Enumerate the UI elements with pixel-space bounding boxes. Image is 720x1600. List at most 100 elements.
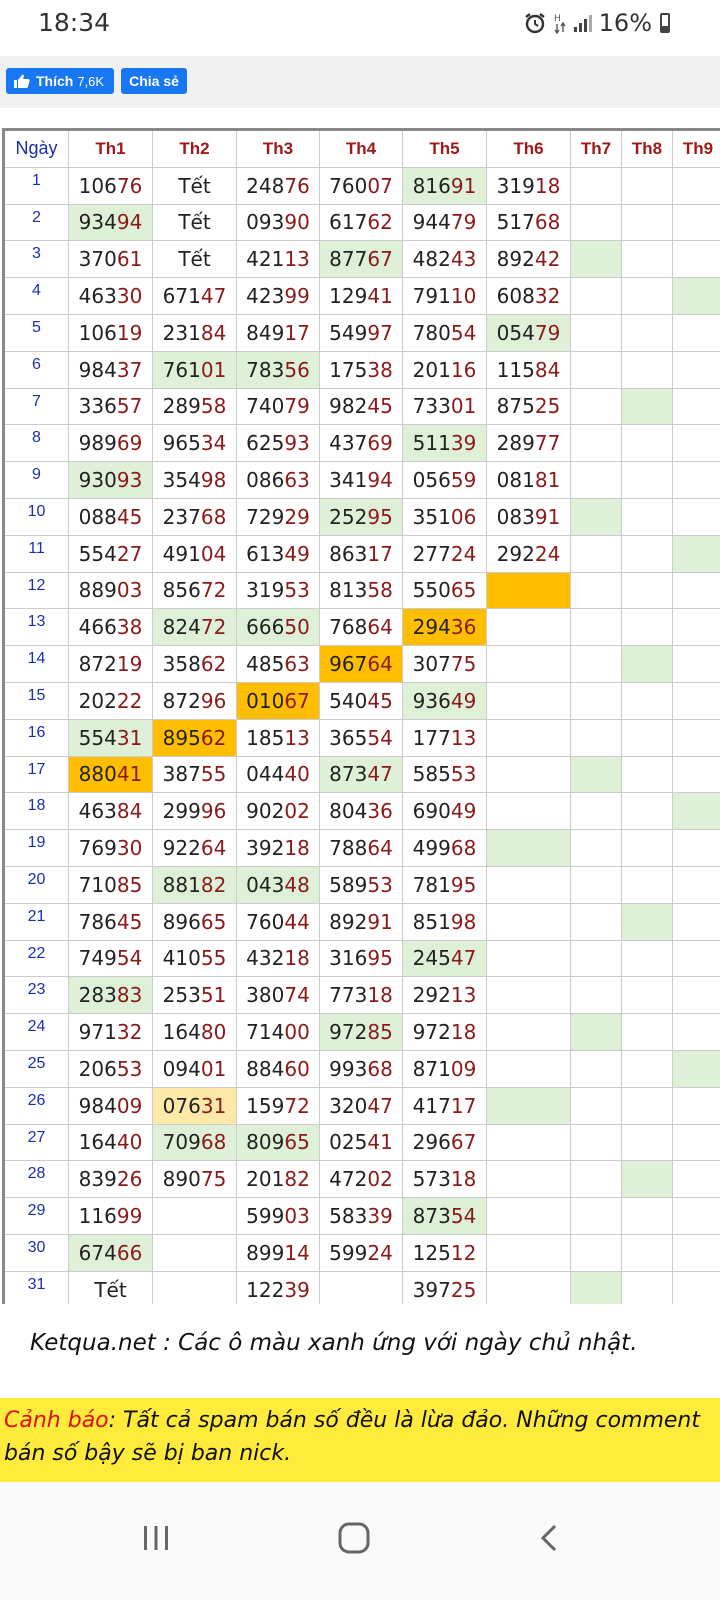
back-button[interactable] bbox=[520, 1508, 580, 1568]
day-label[interactable]: 19 bbox=[5, 830, 69, 867]
result-tail-digits: 91 bbox=[367, 909, 393, 934]
day-label[interactable]: 5 bbox=[5, 314, 69, 352]
result-cell bbox=[673, 168, 720, 205]
result-tail-digits: 24 bbox=[367, 1240, 393, 1265]
result-head-digits: 880 bbox=[78, 762, 117, 787]
facebook-like-button[interactable]: Thích 7,6K bbox=[6, 68, 114, 94]
result-tail-digits: 85 bbox=[116, 872, 143, 897]
result-cell bbox=[622, 314, 673, 352]
result-head-digits: 316 bbox=[329, 946, 368, 971]
day-label[interactable]: 20 bbox=[5, 866, 69, 904]
day-label[interactable]: 6 bbox=[5, 351, 69, 389]
result-tail-digits: 47 bbox=[200, 284, 227, 309]
result-cell bbox=[487, 1050, 571, 1088]
day-label[interactable]: 25 bbox=[5, 1050, 69, 1088]
day-label[interactable]: 21 bbox=[5, 903, 69, 941]
result-tail-digits: 93 bbox=[116, 468, 143, 493]
result-head-digits: 780 bbox=[412, 320, 451, 345]
day-label[interactable]: 27 bbox=[5, 1124, 69, 1162]
result-cell: 316 95 bbox=[320, 940, 403, 978]
day-label[interactable]: 13 bbox=[5, 609, 69, 647]
result-head-digits: 892 bbox=[496, 247, 535, 272]
result-cell bbox=[571, 1050, 622, 1088]
day-label[interactable]: 24 bbox=[5, 1014, 69, 1051]
result-head-digits: 690 bbox=[412, 799, 451, 824]
result-cell bbox=[673, 499, 720, 536]
recents-button[interactable] bbox=[126, 1508, 186, 1568]
result-head-digits: 599 bbox=[329, 1240, 368, 1265]
day-label[interactable]: 31 bbox=[5, 1271, 69, 1304]
result-tail-digits: 68 bbox=[534, 210, 561, 235]
result-head-digits: 201 bbox=[412, 357, 451, 382]
results-table: Ngày Th1 Th2 Th3 Th4 Th5 Th6 Th7 Th8 Th9 1 106 76 Tết… bbox=[2, 128, 720, 1304]
facebook-share-button[interactable]: Chia sẻ bbox=[121, 68, 187, 94]
result-cell bbox=[571, 388, 622, 426]
day-label[interactable]: 26 bbox=[5, 1087, 69, 1125]
result-head-digits: 944 bbox=[412, 210, 451, 235]
result-cell bbox=[487, 1161, 571, 1199]
day-label[interactable]: 17 bbox=[5, 756, 69, 794]
result-head-digits: 392 bbox=[246, 836, 285, 861]
result-head-digits: 971 bbox=[78, 1020, 117, 1045]
result-cell bbox=[622, 425, 673, 463]
result-head-digits: 380 bbox=[246, 983, 285, 1008]
result-cell: 895 62 bbox=[153, 719, 237, 757]
result-cell bbox=[571, 535, 622, 573]
result-cell bbox=[622, 204, 673, 242]
result-head-digits: 709 bbox=[162, 1130, 201, 1155]
day-label[interactable]: 28 bbox=[5, 1161, 69, 1199]
result-head-digits: 365 bbox=[329, 725, 368, 750]
result-cell: 851 98 bbox=[403, 903, 487, 941]
result-tail-digits: 12 bbox=[450, 1240, 477, 1265]
back-icon bbox=[540, 1524, 557, 1552]
result-tail-digits: 91 bbox=[534, 504, 561, 529]
day-label[interactable]: 3 bbox=[5, 241, 69, 279]
result-head-digits: 769 bbox=[78, 836, 117, 861]
day-label[interactable]: 18 bbox=[5, 793, 69, 831]
day-label[interactable]: 1 bbox=[5, 167, 69, 205]
result-tail-digits: 13 bbox=[284, 725, 310, 750]
result-tail-digits: 22 bbox=[116, 688, 143, 713]
result-cell: 517 68 bbox=[487, 204, 571, 242]
result-tail-digits: 24 bbox=[450, 541, 477, 566]
day-label[interactable]: 14 bbox=[5, 646, 69, 683]
result-cell bbox=[622, 1087, 673, 1125]
day-label[interactable]: 16 bbox=[5, 719, 69, 757]
status-icons: H 16% bbox=[523, 9, 670, 37]
result-tail-digits: 85 bbox=[367, 1020, 393, 1045]
day-label[interactable]: 8 bbox=[5, 425, 69, 463]
result-tail-digits: 98 bbox=[200, 468, 227, 493]
day-label[interactable]: 9 bbox=[5, 462, 69, 499]
result-tail-digits: 63 bbox=[284, 652, 310, 677]
result-head-digits: 733 bbox=[412, 394, 451, 419]
day-label[interactable]: 4 bbox=[5, 278, 69, 315]
day-label[interactable]: 11 bbox=[5, 535, 69, 573]
day-label[interactable]: 15 bbox=[5, 682, 69, 720]
result-cell: 299 96 bbox=[153, 793, 237, 831]
result-head-digits: 081 bbox=[496, 468, 535, 493]
result-cell bbox=[571, 719, 622, 757]
day-label[interactable]: 10 bbox=[5, 498, 69, 536]
home-button[interactable] bbox=[324, 1508, 384, 1568]
result-cell bbox=[622, 498, 673, 536]
result-head-digits: 294 bbox=[412, 615, 451, 640]
day-label[interactable]: 12 bbox=[5, 572, 69, 610]
day-label[interactable]: 29 bbox=[5, 1198, 69, 1235]
result-cell bbox=[622, 609, 673, 647]
result-cell: 972 18 bbox=[403, 1014, 487, 1051]
result-head-digits: 804 bbox=[329, 799, 368, 824]
day-label[interactable]: 7 bbox=[5, 388, 69, 426]
result-head-digits: 248 bbox=[246, 173, 285, 198]
result-tail-digits: 67 bbox=[367, 247, 393, 272]
result-tail-digits: 47 bbox=[367, 762, 393, 787]
results-table-container[interactable]: Ngày Th1 Th2 Th3 Th4 Th5 Th6 Th7 Th8 Th9 1 106 76 Tết… bbox=[0, 128, 720, 1304]
result-cell: 237 68 bbox=[153, 498, 237, 536]
day-label[interactable]: 22 bbox=[5, 940, 69, 978]
day-label[interactable]: 30 bbox=[5, 1234, 69, 1272]
result-head-digits: 491 bbox=[162, 541, 201, 566]
result-cell: 936 49 bbox=[403, 682, 487, 720]
result-head-digits: 116 bbox=[78, 1204, 117, 1228]
day-label[interactable]: 23 bbox=[5, 977, 69, 1015]
result-tail-digits: 47 bbox=[367, 1093, 393, 1118]
day-label[interactable]: 2 bbox=[5, 204, 69, 242]
